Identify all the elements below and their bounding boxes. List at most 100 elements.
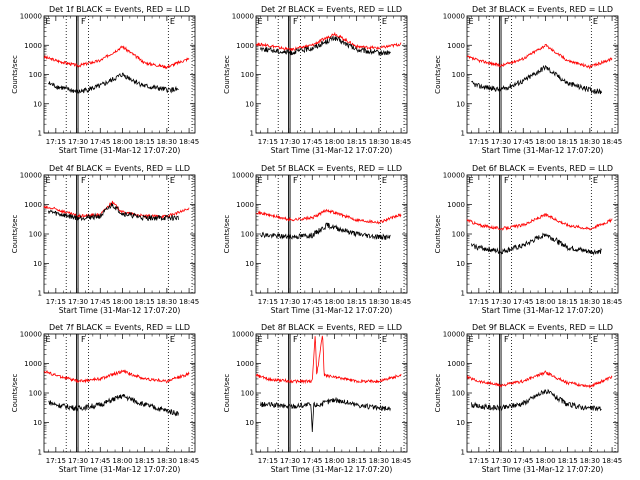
det-1-panel: Det 1f BLACK = Events, RED = LLD 1 10 100 10… xyxy=(11,5,199,155)
det-6-x-tick-label: 18:30 xyxy=(580,298,600,306)
det-5-events-series-line xyxy=(260,222,391,241)
det-3-marker-e: E xyxy=(593,17,598,26)
det-8-x-tick-label: 17:15 xyxy=(258,457,278,465)
det-9-x-tick-label: 18:30 xyxy=(580,457,600,465)
det-5-x-tick-label: 18:30 xyxy=(369,298,389,306)
det-9-x-tick-label: 18:15 xyxy=(558,457,578,465)
det-4-marker-label: E xyxy=(170,176,175,185)
det-1-y-tick-label: 1 xyxy=(38,130,42,138)
det-6-panel: Det 6f BLACK = Events, RED = LLD 1 10 100 10… xyxy=(434,164,622,315)
det-6-marker-e: E xyxy=(593,176,598,185)
det-6-y-axis-label: Counts/sec xyxy=(434,215,442,254)
det-5-x-tick-label: 18:00 xyxy=(324,298,344,306)
det-3-y-axis-label: Counts/sec xyxy=(434,55,442,94)
det-5-marker-e: E xyxy=(382,176,387,185)
det-3-marker-label: E xyxy=(468,17,473,26)
det-6-marker-e: E xyxy=(468,176,473,185)
det-2-marker-label: F xyxy=(293,17,298,26)
det-6-x-axis-label: Start Time (31-Mar-12 17:07:20) xyxy=(482,306,604,315)
det-3-x-tick-label: 18:45 xyxy=(602,138,622,146)
det-2-marker-label: E xyxy=(382,17,387,26)
det-8-lld-series-line xyxy=(255,335,402,385)
det-9-lld-series-line xyxy=(466,370,613,389)
det-4-x-tick-label: 18:30 xyxy=(157,298,177,306)
det-8-x-axis-label: Start Time (31-Mar-12 17:07:20) xyxy=(271,465,393,474)
det-7-y-tick-label: 10 xyxy=(33,419,42,427)
det-2-title: Det 2f BLACK = Events, RED = LLD xyxy=(261,5,402,14)
det-5-title: Det 5f BLACK = Events, RED = LLD xyxy=(261,164,402,173)
det-2-x-tick-label: 17:15 xyxy=(258,138,278,146)
det-1-lld-series-line xyxy=(43,45,190,70)
det-9-x-tick-label: 17:30 xyxy=(491,457,511,465)
det-5-x-axis-label: Start Time (31-Mar-12 17:07:20) xyxy=(271,306,393,315)
det-4-x-tick-label: 17:15 xyxy=(46,298,66,306)
det-6-x-tick-label: 18:00 xyxy=(535,298,555,306)
det-4-x-tick-label: 18:15 xyxy=(135,298,155,306)
det-4-title: Det 4f BLACK = Events, RED = LLD xyxy=(49,164,190,173)
det-7-lld-series-line xyxy=(43,369,190,384)
det-3-x-tick-label: 17:15 xyxy=(469,138,489,146)
det-5-x-tick-label: 18:45 xyxy=(391,298,411,306)
det-1-y-tick-label: 1000 xyxy=(24,42,42,50)
det-1-x-tick-label: 17:15 xyxy=(46,138,66,146)
det-6-y-tick-label: 1 xyxy=(461,290,465,298)
det-9-events-series-line xyxy=(471,388,602,412)
det-8-marker-label: E xyxy=(257,335,262,344)
det-2-y-tick-label: 1000 xyxy=(236,42,254,50)
det-3-x-axis-label: Start Time (31-Mar-12 17:07:20) xyxy=(482,146,604,155)
det-1-y-tick-label: 100 xyxy=(29,71,42,79)
det-3-x-tick-label: 17:45 xyxy=(513,138,533,146)
det-6-x-tick-label: 17:15 xyxy=(469,298,489,306)
det-4-lld-series-line xyxy=(43,200,190,219)
det-1-y-axis-label: Counts/sec xyxy=(11,55,19,94)
det-7-x-tick-label: 17:30 xyxy=(68,457,88,465)
det-8-y-tick-label: 100 xyxy=(241,390,254,398)
det-9-y-tick-label: 1000 xyxy=(447,360,465,368)
det-1-marker-f: F xyxy=(81,17,86,26)
det-8-y-tick-label: 1 xyxy=(250,449,254,457)
det-9-x-tick-label: 18:00 xyxy=(535,457,555,465)
det-2-plot-frame xyxy=(255,15,408,134)
det-5-x-tick-label: 18:15 xyxy=(347,298,367,306)
det-5-marker-e: E xyxy=(257,176,262,185)
det-6-events-series-line xyxy=(471,232,602,256)
det-2-marker-e: E xyxy=(257,17,262,26)
det-1-x-tick-label: 18:45 xyxy=(179,138,199,146)
det-6-marker-label: E xyxy=(593,176,598,185)
det-9-marker-f: F xyxy=(504,335,509,344)
det-6-y-tick-label: 10000 xyxy=(443,172,465,180)
det-3-y-tick-label: 10000 xyxy=(443,13,465,21)
det-1-y-tick-label: 10 xyxy=(33,100,42,108)
det-7-x-tick-label: 17:45 xyxy=(90,457,110,465)
det-1-x-tick-label: 17:30 xyxy=(68,138,88,146)
det-4-y-tick-label: 100 xyxy=(29,231,42,239)
det-3-y-tick-label: 10 xyxy=(456,100,465,108)
det-5-marker-label: F xyxy=(293,176,298,185)
det-6-x-tick-label: 18:45 xyxy=(602,298,622,306)
det-5-y-tick-label: 10 xyxy=(245,260,254,268)
det-2-marker-e: E xyxy=(382,17,387,26)
det-4-y-tick-label: 10 xyxy=(33,260,42,268)
det-4-x-tick-label: 17:45 xyxy=(90,298,110,306)
det-7-marker-label: F xyxy=(81,335,86,344)
det-4-panel: Det 4f BLACK = Events, RED = LLD 1 10 100 10… xyxy=(11,164,199,315)
det-4-plot-frame xyxy=(43,174,196,294)
det-1-marker-label: E xyxy=(45,17,50,26)
det-3-title: Det 3f BLACK = Events, RED = LLD xyxy=(472,5,613,14)
det-9-marker-e: E xyxy=(468,335,473,344)
det-7-title: Det 7f BLACK = Events, RED = LLD xyxy=(49,323,190,332)
det-5-marker-label: E xyxy=(257,176,262,185)
det-6-y-tick-label: 1000 xyxy=(447,201,465,209)
det-8-panel: Det 8f BLACK = Events, RED = LLD 1 10 100 10… xyxy=(223,323,411,474)
det-1-x-tick-label: 18:15 xyxy=(135,138,155,146)
det-9-marker-label: F xyxy=(504,335,509,344)
det-4-y-tick-label: 1 xyxy=(38,290,42,298)
det-6-x-tick-label: 17:45 xyxy=(513,298,533,306)
det-2-x-axis-label: Start Time (31-Mar-12 17:07:20) xyxy=(271,146,393,155)
det-1-events-series-line xyxy=(48,72,179,94)
det-2-y-tick-label: 10 xyxy=(245,100,254,108)
det-1-marker-e: E xyxy=(170,17,175,26)
det-2-x-tick-label: 17:45 xyxy=(302,138,322,146)
det-4-events-series-line xyxy=(48,202,179,222)
det-5-x-tick-label: 17:30 xyxy=(280,298,300,306)
